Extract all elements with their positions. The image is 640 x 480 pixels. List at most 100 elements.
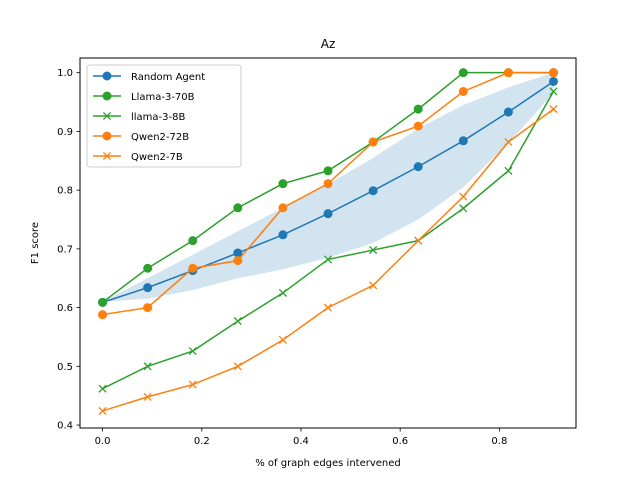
x-tick-label: 0.6 bbox=[392, 436, 408, 447]
y-tick-label: 0.7 bbox=[57, 244, 73, 255]
data-point-qwen2-7b-stroke-b bbox=[143, 392, 152, 401]
data-point-qwen2-72b bbox=[413, 121, 423, 131]
legend-entry-llama-3-70b: Llama-3-70B bbox=[93, 91, 195, 103]
data-point-llama-3-70b bbox=[233, 203, 243, 213]
data-point-llama-3-8b-stroke-b bbox=[143, 362, 152, 371]
legend-swatch-marker bbox=[102, 111, 112, 121]
data-point-qwen2-7b-stroke-b bbox=[459, 192, 468, 201]
legend-box bbox=[86, 64, 242, 168]
data-point-random-agent bbox=[323, 209, 333, 219]
x-axis-label: % of graph edges intervened bbox=[255, 458, 401, 469]
data-point-qwen2-7b bbox=[414, 236, 423, 245]
y-tick-label: 0.4 bbox=[57, 421, 73, 432]
data-point-qwen2-72b bbox=[368, 137, 378, 147]
y-tick-label: 0.5 bbox=[57, 362, 73, 373]
data-point-qwen2-7b bbox=[549, 105, 558, 114]
data-point-qwen2-7b bbox=[278, 335, 287, 344]
legend-swatch-marker bbox=[102, 151, 112, 161]
data-point-qwen2-7b bbox=[98, 406, 107, 416]
axes-frame bbox=[79, 57, 577, 429]
legend-entry-qwen2-72b: Qwen2-72B bbox=[93, 131, 189, 143]
data-point-llama-3-70b bbox=[188, 236, 198, 246]
chart-title: Az bbox=[321, 37, 336, 51]
legend-swatch-marker bbox=[102, 91, 112, 101]
data-point-qwen2-7b-stroke-b bbox=[278, 335, 287, 344]
series-layer bbox=[98, 68, 558, 416]
legend-label: Qwen2-7B bbox=[131, 152, 183, 163]
data-point-qwen2-7b-stroke-b bbox=[188, 380, 197, 389]
data-point-qwen2-7b-stroke-b bbox=[233, 362, 242, 371]
data-point-random-agent bbox=[278, 230, 288, 240]
data-point-qwen2-72b bbox=[503, 68, 513, 78]
data-point-llama-3-8b-stroke-b bbox=[98, 384, 107, 393]
data-point-qwen2-72b bbox=[188, 263, 198, 273]
y-tick-label: 1.0 bbox=[57, 68, 73, 79]
data-point-qwen2-7b-stroke-b bbox=[369, 281, 378, 290]
x-tick-label: 0.4 bbox=[293, 436, 309, 447]
legend-entry-qwen2-7b: Qwen2-7B bbox=[93, 151, 183, 163]
data-point-qwen2-72b bbox=[278, 203, 288, 213]
legend-swatch-marker-stroke-b bbox=[102, 111, 112, 121]
data-point-qwen2-7b bbox=[504, 137, 513, 147]
data-point-random-agent bbox=[368, 186, 378, 196]
data-point-llama-3-8b bbox=[98, 384, 107, 393]
data-point-llama-3-8b-stroke-b bbox=[549, 87, 558, 96]
data-point-qwen2-72b bbox=[233, 256, 243, 266]
legend-label: Llama-3-70B bbox=[131, 92, 195, 103]
data-point-qwen2-7b-stroke-b bbox=[549, 105, 558, 114]
data-point-llama-3-8b bbox=[323, 255, 333, 264]
data-point-qwen2-72b bbox=[98, 310, 108, 320]
data-point-llama-3-8b-stroke-b bbox=[504, 166, 513, 175]
data-point-llama-3-8b bbox=[143, 362, 152, 371]
data-point-qwen2-72b bbox=[143, 303, 153, 313]
data-point-qwen2-7b bbox=[323, 303, 333, 312]
data-point-llama-3-8b-stroke-b bbox=[278, 288, 287, 297]
data-point-qwen2-7b bbox=[233, 362, 242, 371]
data-point-llama-3-8b-stroke-b bbox=[459, 204, 468, 213]
data-point-llama-3-8b-stroke-b bbox=[188, 347, 197, 356]
data-point-qwen2-72b bbox=[323, 179, 333, 189]
data-point-qwen2-7b-stroke-b bbox=[414, 236, 423, 245]
data-point-llama-3-8b bbox=[369, 245, 378, 255]
data-point-llama-3-8b bbox=[233, 317, 242, 326]
data-point-llama-3-8b-stroke-b bbox=[233, 317, 242, 326]
data-point-qwen2-7b-stroke-b bbox=[323, 303, 333, 312]
legend-entry-random-agent: Random Agent bbox=[93, 71, 205, 83]
legend-swatch-marker bbox=[102, 131, 112, 141]
series-random-agent bbox=[98, 76, 558, 307]
legend-label: Random Agent bbox=[131, 72, 205, 83]
data-point-qwen2-72b bbox=[458, 86, 468, 96]
data-point-qwen2-7b-stroke-b bbox=[504, 137, 513, 147]
data-point-qwen2-7b bbox=[143, 392, 152, 401]
data-point-random-agent bbox=[458, 136, 468, 146]
legend-label: llama-3-8B bbox=[131, 112, 185, 123]
data-point-qwen2-7b bbox=[369, 281, 378, 290]
y-axis-label: F1 score bbox=[30, 222, 41, 264]
legend-label: Qwen2-72B bbox=[131, 132, 189, 143]
data-point-random-agent bbox=[548, 76, 558, 86]
data-point-random-agent bbox=[413, 162, 423, 172]
data-point-llama-3-8b-stroke-b bbox=[323, 255, 333, 264]
data-point-random-agent bbox=[503, 107, 513, 117]
x-axis-ticks: 0.0 0.2 0.4 0.6 0.8 bbox=[95, 428, 507, 447]
data-point-llama-3-70b bbox=[278, 179, 288, 189]
y-tick-label: 0.8 bbox=[57, 186, 73, 197]
y-tick-label: 0.9 bbox=[57, 127, 73, 138]
series-qwen2-72b bbox=[98, 68, 558, 320]
series-qwen2-7b bbox=[98, 105, 558, 416]
data-point-llama-3-70b bbox=[98, 297, 108, 307]
data-point-qwen2-7b-stroke-b bbox=[98, 406, 107, 416]
x-tick-label: 0.0 bbox=[95, 436, 111, 447]
data-point-qwen2-72b bbox=[548, 68, 558, 78]
data-point-llama-3-70b bbox=[143, 263, 153, 273]
data-point-llama-3-8b bbox=[188, 347, 197, 356]
x-tick-label: 0.8 bbox=[491, 436, 507, 447]
legend: Random Agent Llama-3-70B llama-3-8B Qwen2-7… bbox=[86, 64, 242, 168]
data-point-llama-3-8b-stroke-b bbox=[369, 245, 378, 255]
data-point-llama-3-8b bbox=[504, 166, 513, 175]
data-point-llama-3-8b bbox=[459, 204, 468, 213]
data-point-llama-3-8b bbox=[549, 87, 558, 96]
data-point-llama-3-70b bbox=[413, 104, 423, 114]
y-tick-label: 0.6 bbox=[57, 303, 73, 314]
